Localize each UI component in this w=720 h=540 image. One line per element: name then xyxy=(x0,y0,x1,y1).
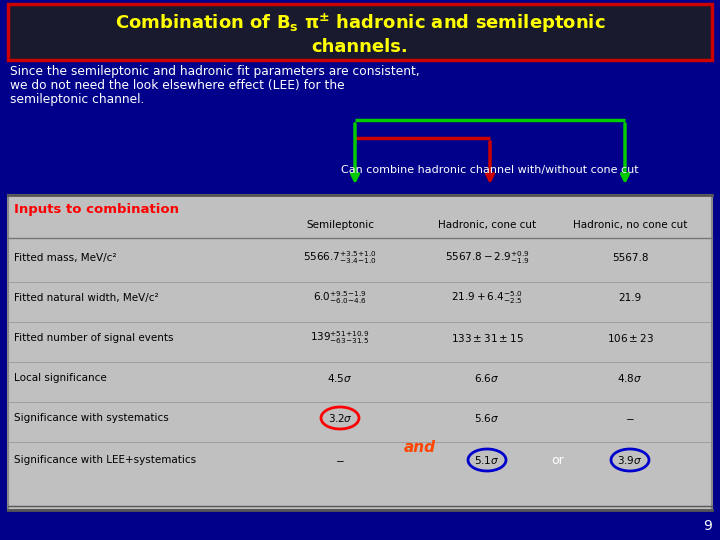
Text: and: and xyxy=(404,441,436,456)
Text: $139^{+51}_{-63}{}^{+10.9}_{-31.5}$: $139^{+51}_{-63}{}^{+10.9}_{-31.5}$ xyxy=(310,329,369,346)
Text: $21.9+6.4^{-5.0}_{-2.5}$: $21.9+6.4^{-5.0}_{-2.5}$ xyxy=(451,289,523,306)
Text: Inputs to combination: Inputs to combination xyxy=(14,202,179,215)
Text: Hadronic, cone cut: Hadronic, cone cut xyxy=(438,220,536,230)
Text: 9: 9 xyxy=(703,519,712,533)
Text: $5567.8-2.9^{+0.9}_{-1.9}$: $5567.8-2.9^{+0.9}_{-1.9}$ xyxy=(445,249,529,266)
Text: Combination of $\mathbf{B_s}$ $\mathbf{\pi^{\pm}}$ hadronic and semileptonic: Combination of $\mathbf{B_s}$ $\mathbf{\… xyxy=(114,11,606,35)
Text: $133\pm31\pm15$: $133\pm31\pm15$ xyxy=(451,332,523,344)
Text: $3.2\sigma$: $3.2\sigma$ xyxy=(328,412,352,424)
Text: Since the semileptonic and hadronic fit parameters are consistent,: Since the semileptonic and hadronic fit … xyxy=(10,65,420,78)
Text: or: or xyxy=(552,454,564,467)
Text: $6.0^{+9.5}_{-6.0}{}^{-1.9}_{-4.6}$: $6.0^{+9.5}_{-6.0}{}^{-1.9}_{-4.6}$ xyxy=(313,289,367,306)
Text: $-$: $-$ xyxy=(336,455,345,465)
Text: we do not need the look elsewhere effect (LEE) for the: we do not need the look elsewhere effect… xyxy=(10,79,345,92)
Bar xyxy=(8,195,712,510)
Text: Fitted natural width, MeV/c²: Fitted natural width, MeV/c² xyxy=(14,293,158,303)
Text: Hadronic, no cone cut: Hadronic, no cone cut xyxy=(573,220,687,230)
Text: Local significance: Local significance xyxy=(14,373,107,383)
Text: $5.1\sigma$: $5.1\sigma$ xyxy=(474,454,500,466)
Text: channels.: channels. xyxy=(312,38,408,56)
Text: $-$: $-$ xyxy=(625,413,635,423)
Text: Semileptonic: Semileptonic xyxy=(306,220,374,230)
Text: $5.6\sigma$: $5.6\sigma$ xyxy=(474,412,500,424)
Text: Fitted number of signal events: Fitted number of signal events xyxy=(14,333,174,343)
Text: $4.5\sigma$: $4.5\sigma$ xyxy=(328,372,353,384)
Text: Significance with systematics: Significance with systematics xyxy=(14,413,168,423)
Text: 21.9: 21.9 xyxy=(618,293,642,303)
Text: $4.8\sigma$: $4.8\sigma$ xyxy=(618,372,642,384)
Text: Fitted mass, MeV/c²: Fitted mass, MeV/c² xyxy=(14,253,117,263)
Text: Significance with LEE+systematics: Significance with LEE+systematics xyxy=(14,455,196,465)
Text: semileptonic channel.: semileptonic channel. xyxy=(10,93,145,106)
FancyBboxPatch shape xyxy=(8,4,712,60)
Text: $3.9\sigma$: $3.9\sigma$ xyxy=(617,454,643,466)
Text: 5567.8: 5567.8 xyxy=(612,253,648,263)
Text: $106\pm23$: $106\pm23$ xyxy=(606,332,654,344)
Text: $6.6\sigma$: $6.6\sigma$ xyxy=(474,372,500,384)
Text: $5566.7^{+3.5}_{-3.4}{}^{+1.0}_{-1.0}$: $5566.7^{+3.5}_{-3.4}{}^{+1.0}_{-1.0}$ xyxy=(303,249,377,266)
Text: Can combine hadronic channel with/without cone cut: Can combine hadronic channel with/withou… xyxy=(341,165,639,175)
